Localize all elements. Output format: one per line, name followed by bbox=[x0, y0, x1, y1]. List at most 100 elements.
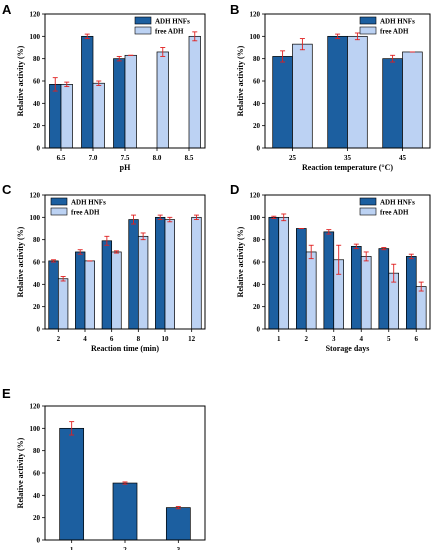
panel-c-error-bar-s1-6 bbox=[104, 235, 110, 246]
panel-c-x-axis-title: Reaction time (min) bbox=[91, 344, 159, 353]
panel-a-legend-label-2: free ADH bbox=[155, 28, 184, 36]
panel-c-y-axis-title: Relative activity (%) bbox=[16, 226, 25, 297]
panel-c-xtick-label: 6 bbox=[110, 335, 114, 343]
panel-a-error-bar-s2-8.0 bbox=[160, 47, 166, 57]
panel-c-xtick-label: 8 bbox=[137, 335, 141, 343]
panel-c-legend-label-1: ADH HNFs bbox=[71, 199, 106, 207]
panel-c-bar-s1-8 bbox=[128, 219, 139, 330]
panel-d-error-bar-s1-5 bbox=[381, 247, 387, 251]
panel-d-legend: ADH HNFs free ADH bbox=[359, 197, 415, 217]
panel-e-xtick-label: 2 bbox=[123, 546, 127, 550]
panel-b-xtick-label: 25 bbox=[289, 154, 297, 162]
panel-a-xtick-label: 7.0 bbox=[89, 154, 98, 162]
panel-b-ytick-label: 60 bbox=[253, 78, 261, 86]
panel-a-y-axis-title: Relative activity (%) bbox=[16, 45, 25, 116]
panel-d-xtick-label: 2 bbox=[305, 335, 309, 343]
panel-a-xtick-label: 6.5 bbox=[57, 154, 66, 162]
panel-b-error-bar-s2-35 bbox=[354, 32, 360, 41]
panel-c-bar-s1-10 bbox=[155, 216, 166, 330]
panel-d-bar-s1-6 bbox=[406, 256, 417, 330]
panel-c-error-bar-s1-4 bbox=[77, 249, 83, 255]
panel-a-ytick-label: 60 bbox=[33, 78, 41, 86]
panel-a-bar-s1-7.0 bbox=[81, 35, 94, 149]
panel-d-bar-s1-2 bbox=[296, 228, 307, 330]
panel-d-error-bar-s2-1 bbox=[281, 213, 287, 222]
panel-e: E020406080100120123Recycle timesRelative… bbox=[2, 386, 206, 550]
panel-c-ytick-label: 0 bbox=[37, 326, 41, 334]
panel-d-error-bar-s2-5 bbox=[391, 263, 397, 283]
panel-d-ytick-label: 60 bbox=[253, 259, 261, 267]
panel-c-bar-s1-6 bbox=[101, 240, 113, 330]
panel-c-ytick-label: 120 bbox=[30, 192, 41, 200]
panel-e-ytick-label: 80 bbox=[33, 447, 41, 455]
panel-e-letter: E bbox=[2, 386, 11, 401]
panel-a-ytick-label: 20 bbox=[33, 122, 41, 130]
panel-a-error-bar-s1-7.5 bbox=[116, 55, 122, 62]
panel-c-ytick-label: 20 bbox=[33, 303, 41, 311]
panel-b-y-axis-title: Relative activity (%) bbox=[236, 45, 245, 116]
panel-a-xtick-label: 7.5 bbox=[121, 154, 130, 162]
panel-c-ytick-label: 80 bbox=[33, 236, 41, 244]
panel-d-error-bar-s2-2 bbox=[308, 244, 314, 260]
panel-b: B 0 20 40 60 80 100 120 25 35 45 Reaction temperatu… bbox=[230, 2, 431, 172]
panel-b-ytick-label: 40 bbox=[253, 100, 261, 108]
panel-a-ytick-label: 100 bbox=[30, 33, 41, 41]
panel-c-bar-s2-12 bbox=[191, 216, 202, 330]
panel-d-ytick-label: 80 bbox=[253, 236, 261, 244]
panel-c-error-bar-s2-2 bbox=[60, 276, 66, 282]
panel-b-bar-s2-35 bbox=[347, 35, 368, 149]
panel-a-ytick-label: 80 bbox=[33, 55, 41, 63]
panel-e-ytick-label: 60 bbox=[33, 470, 41, 478]
panel-c-bar-s1-4 bbox=[75, 251, 86, 330]
panel-b-ytick-label: 80 bbox=[253, 55, 261, 63]
panel-c-legend-swatch-2 bbox=[50, 207, 68, 216]
panel-a-xtick-label: 8.0 bbox=[153, 154, 162, 162]
panel-c-bar-s2-6 bbox=[111, 251, 122, 330]
panel-c-error-bar-s2-10 bbox=[167, 216, 173, 223]
panel-a-bar-s2-8.5 bbox=[188, 35, 201, 149]
panel-b-bar-s1-35 bbox=[327, 35, 348, 149]
panel-a-bar-s2-8.0 bbox=[156, 51, 169, 149]
panel-a-legend: ADH HNFs free ADH bbox=[134, 16, 190, 36]
panel-b-ytick-label: 100 bbox=[250, 33, 261, 41]
panel-b-error-bar-s1-35 bbox=[335, 33, 341, 40]
panel-a-legend-swatch-1 bbox=[134, 16, 152, 25]
panel-d-bar-s2-4 bbox=[360, 256, 372, 330]
panel-b-legend-swatch-2 bbox=[359, 26, 377, 35]
panel-c-xtick-label: 4 bbox=[83, 335, 87, 343]
panel-a-error-bar-s2-6.5 bbox=[64, 81, 70, 88]
panel-d-legend-label-1: ADH HNFs bbox=[380, 199, 415, 207]
panel-a-ytick-label: 40 bbox=[33, 100, 41, 108]
panel-c-legend-label-2: free ADH bbox=[71, 209, 100, 217]
panel-b-bar-s1-45 bbox=[382, 58, 403, 149]
panel-b-letter: B bbox=[230, 2, 239, 17]
panel-d-ytick-label: 20 bbox=[253, 303, 261, 311]
panel-d-error-bar-s2-6 bbox=[418, 281, 424, 292]
panel-b-legend: ADH HNFs free ADH bbox=[359, 16, 415, 36]
panel-e-xtick-label: 1 bbox=[70, 546, 74, 550]
panel-d-error-bar-s1-6 bbox=[408, 253, 414, 260]
panel-e-bar-s1-1 bbox=[59, 427, 85, 541]
panel-d-ytick-label: 40 bbox=[253, 281, 261, 289]
panel-a-error-bar-s1-6.5 bbox=[52, 77, 58, 92]
panel-c-error-bar-s2-8 bbox=[140, 232, 146, 241]
panel-c-xtick-label: 2 bbox=[57, 335, 61, 343]
panel-d-bar-s2-1 bbox=[278, 216, 289, 330]
panel-b-bar-s2-25 bbox=[292, 43, 313, 149]
panel-b-xtick-label: 35 bbox=[344, 154, 352, 162]
panel-d-xtick-label: 6 bbox=[415, 335, 419, 343]
panel-b-ytick-label: 120 bbox=[250, 11, 261, 19]
panel-d-bar-s2-6 bbox=[415, 286, 427, 330]
panel-d: D 0 20 40 60 80 100 120 1 2 3 4 5 6 Storage days Relati… bbox=[230, 182, 431, 353]
panel-c: C 0 20 40 60 80 100 120 2 4 6 8 10 12 Reaction time (m… bbox=[2, 182, 206, 353]
panel-b-error-bar-s1-45 bbox=[390, 54, 396, 63]
panel-b-legend-label-1: ADH HNFs bbox=[380, 18, 415, 26]
panel-d-bar-s1-5 bbox=[378, 248, 390, 330]
panel-c-legend-swatch-1 bbox=[50, 197, 68, 206]
panel-b-bar-s2-45 bbox=[402, 51, 423, 149]
panel-a-bar-s2-6.5 bbox=[60, 83, 73, 149]
panel-d-legend-swatch-1 bbox=[359, 197, 377, 206]
panel-b-x-axis-title: Reaction temperature (°C) bbox=[302, 163, 393, 172]
panel-c-axes-frame bbox=[44, 194, 206, 330]
panel-c-ytick-label: 40 bbox=[33, 281, 41, 289]
